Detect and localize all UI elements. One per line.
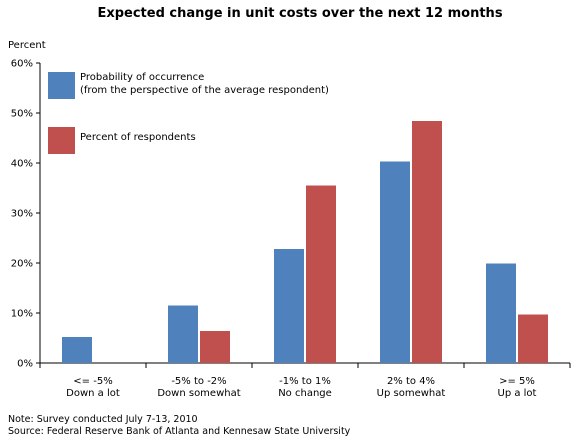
bar-respondents (518, 314, 548, 363)
x-tick-label: Up somewhat (377, 388, 446, 399)
source-text: Source: Federal Reserve Bank of Atlanta … (8, 426, 351, 437)
legend-swatch (48, 127, 75, 154)
y-tick-label: 20% (11, 259, 33, 270)
y-axis-label: Percent (8, 40, 46, 51)
x-tick-label: -1% to 1% (279, 376, 331, 387)
y-tick-label: 50% (11, 109, 33, 120)
y-tick-label: 40% (11, 159, 33, 170)
legend-swatch (48, 72, 75, 99)
x-tick-label: 2% to 4% (387, 376, 435, 387)
y-tick-label: 30% (11, 209, 33, 220)
x-tick-label: <= -5% (73, 376, 112, 387)
x-tick-label: Up a lot (498, 388, 537, 399)
bar-probability (274, 249, 304, 363)
bar-probability (62, 337, 92, 363)
legend-label: (from the perspective of the average res… (80, 85, 329, 96)
chart-title: Expected change in unit costs over the n… (97, 6, 502, 21)
x-tick-label: >= 5% (499, 376, 535, 387)
bar-probability (486, 263, 516, 363)
x-tick-label: Down a lot (66, 388, 120, 399)
x-tick-label: Down somewhat (157, 388, 240, 399)
y-tick-label: 0% (17, 359, 33, 370)
bar-respondents (412, 121, 442, 363)
legend-label: Probability of occurrence (80, 72, 204, 83)
bar-respondents (306, 185, 336, 363)
bar-respondents (200, 331, 230, 363)
bar-probability (380, 161, 410, 363)
x-tick-label: -5% to -2% (171, 376, 226, 387)
y-tick-label: 60% (11, 59, 33, 70)
note-text: Note: Survey conducted July 7-13, 2010 (8, 414, 198, 425)
y-tick-label: 10% (11, 309, 33, 320)
x-tick-label: No change (278, 388, 332, 399)
bar-probability (168, 305, 198, 363)
legend-label: Percent of respondents (80, 132, 196, 143)
